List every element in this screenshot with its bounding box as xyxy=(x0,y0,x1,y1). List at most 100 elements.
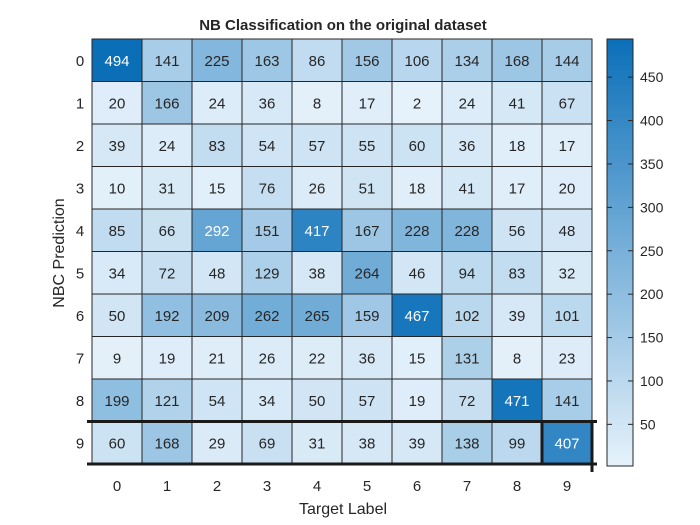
heatmap-cell xyxy=(341,293,393,337)
colorbar-tick-label: 400 xyxy=(640,113,664,129)
heatmap-cell xyxy=(541,336,593,380)
y-tick-label: 4 xyxy=(76,223,84,240)
cell-value-label: 167 xyxy=(354,223,379,240)
heatmap-cell xyxy=(241,251,293,295)
heatmap-cell xyxy=(241,293,293,337)
x-tick-label: 1 xyxy=(163,478,171,495)
cell-value-label: 38 xyxy=(359,435,376,452)
heatmap-cell xyxy=(341,421,393,465)
heatmap-cell xyxy=(391,81,443,125)
colorbar-tick-label: 350 xyxy=(640,156,664,172)
cell-value-label: 134 xyxy=(454,53,479,70)
heatmap-cell xyxy=(241,336,293,380)
heatmap-cell xyxy=(491,123,543,167)
y-tick-label: 3 xyxy=(76,180,84,197)
cell-value-label: 106 xyxy=(404,53,429,70)
cell-value-label: 18 xyxy=(509,138,526,155)
cell-value-label: 46 xyxy=(409,265,426,282)
heatmap-cell xyxy=(491,208,543,252)
cell-value-label: 38 xyxy=(309,265,326,282)
heatmap-cell xyxy=(241,378,293,422)
heatmap-cell xyxy=(191,251,243,295)
cell-value-label: 24 xyxy=(459,95,476,112)
x-tick-label: 3 xyxy=(263,478,271,495)
cell-value-label: 48 xyxy=(209,265,226,282)
y-tick-label: 7 xyxy=(76,350,84,367)
cell-value-label: 54 xyxy=(259,138,276,155)
cell-value-label: 32 xyxy=(559,265,576,282)
x-tick-label: 2 xyxy=(213,478,221,495)
y-tick-label: 2 xyxy=(76,138,84,155)
cell-value-label: 228 xyxy=(404,223,429,240)
y-tick-label: 9 xyxy=(76,435,84,452)
cell-value-label: 22 xyxy=(309,350,326,367)
cell-value-label: 34 xyxy=(259,393,276,410)
cell-value-label: 101 xyxy=(554,308,579,325)
cell-value-label: 36 xyxy=(359,350,376,367)
heatmap-cell xyxy=(291,208,343,252)
cell-value-label: 15 xyxy=(409,350,426,367)
heatmap-cell xyxy=(141,336,193,380)
colorbar-tick-label: 200 xyxy=(640,286,664,302)
heatmap-cell xyxy=(541,378,593,422)
cell-value-label: 102 xyxy=(454,308,479,325)
cell-value-label: 129 xyxy=(254,265,279,282)
cell-value-label: 9 xyxy=(113,350,121,367)
heatmap-cell xyxy=(491,251,543,295)
heatmap-cell xyxy=(191,208,243,252)
heatmap-cell xyxy=(291,378,343,422)
heatmap-cell xyxy=(441,208,493,252)
heatmap-cell xyxy=(191,336,243,380)
colorbar-tick-label: 300 xyxy=(640,199,664,215)
cell-value-label: 131 xyxy=(454,350,479,367)
cell-value-label: 51 xyxy=(359,180,376,197)
cell-value-label: 141 xyxy=(154,53,179,70)
cell-value-label: 29 xyxy=(209,435,226,452)
cell-value-label: 18 xyxy=(409,180,426,197)
heatmap-cell xyxy=(391,123,443,167)
cell-value-label: 199 xyxy=(104,393,129,410)
cell-value-label: 85 xyxy=(109,223,126,240)
colorbar-tick-label: 50 xyxy=(640,416,656,432)
heatmap-cell xyxy=(141,123,193,167)
cell-value-label: 23 xyxy=(559,350,576,367)
heatmap-cell xyxy=(391,421,443,465)
heatmap-cell xyxy=(491,81,543,125)
cell-value-label: 94 xyxy=(459,265,476,282)
cell-value-label: 225 xyxy=(204,53,229,70)
cell-value-label: 69 xyxy=(259,435,276,452)
cell-value-label: 138 xyxy=(454,435,479,452)
cell-value-label: 24 xyxy=(159,138,176,155)
highlight-diagonal-cell xyxy=(540,420,594,466)
cell-value-label: 72 xyxy=(459,393,476,410)
cell-value-label: 264 xyxy=(354,265,379,282)
cell-value-label: 76 xyxy=(259,180,276,197)
heatmap-cell xyxy=(491,166,543,210)
cell-value-label: 141 xyxy=(554,393,579,410)
cell-value-label: 21 xyxy=(209,350,226,367)
heatmap-cell xyxy=(241,81,293,125)
cell-value-label: 20 xyxy=(109,95,126,112)
cell-value-label: 60 xyxy=(109,435,126,452)
cell-value-label: 39 xyxy=(409,435,426,452)
heatmap-cell xyxy=(341,251,393,295)
cell-value-label: 151 xyxy=(254,223,279,240)
heatmap-cell xyxy=(441,81,493,125)
heatmap-cell xyxy=(441,123,493,167)
cell-value-label: 163 xyxy=(254,53,279,70)
heatmap-cell xyxy=(341,81,393,125)
colorbar-tick-label: 250 xyxy=(640,243,664,259)
cell-value-label: 19 xyxy=(409,393,426,410)
cell-value-label: 209 xyxy=(204,308,229,325)
heatmap-cell xyxy=(91,38,143,82)
cell-value-label: 57 xyxy=(359,393,376,410)
heatmap-cell xyxy=(491,336,543,380)
cell-value-label: 50 xyxy=(109,308,126,325)
colorbar-ticks: 50 100 150 200 250 300 350 400 450 xyxy=(607,69,664,432)
heatmap-cell xyxy=(341,208,393,252)
heatmap-cell xyxy=(91,123,143,167)
heatmap-cell xyxy=(341,38,393,82)
cell-value-label: 8 xyxy=(313,95,321,112)
cell-value-label: 48 xyxy=(559,223,576,240)
cell-value-label: 8 xyxy=(513,350,521,367)
